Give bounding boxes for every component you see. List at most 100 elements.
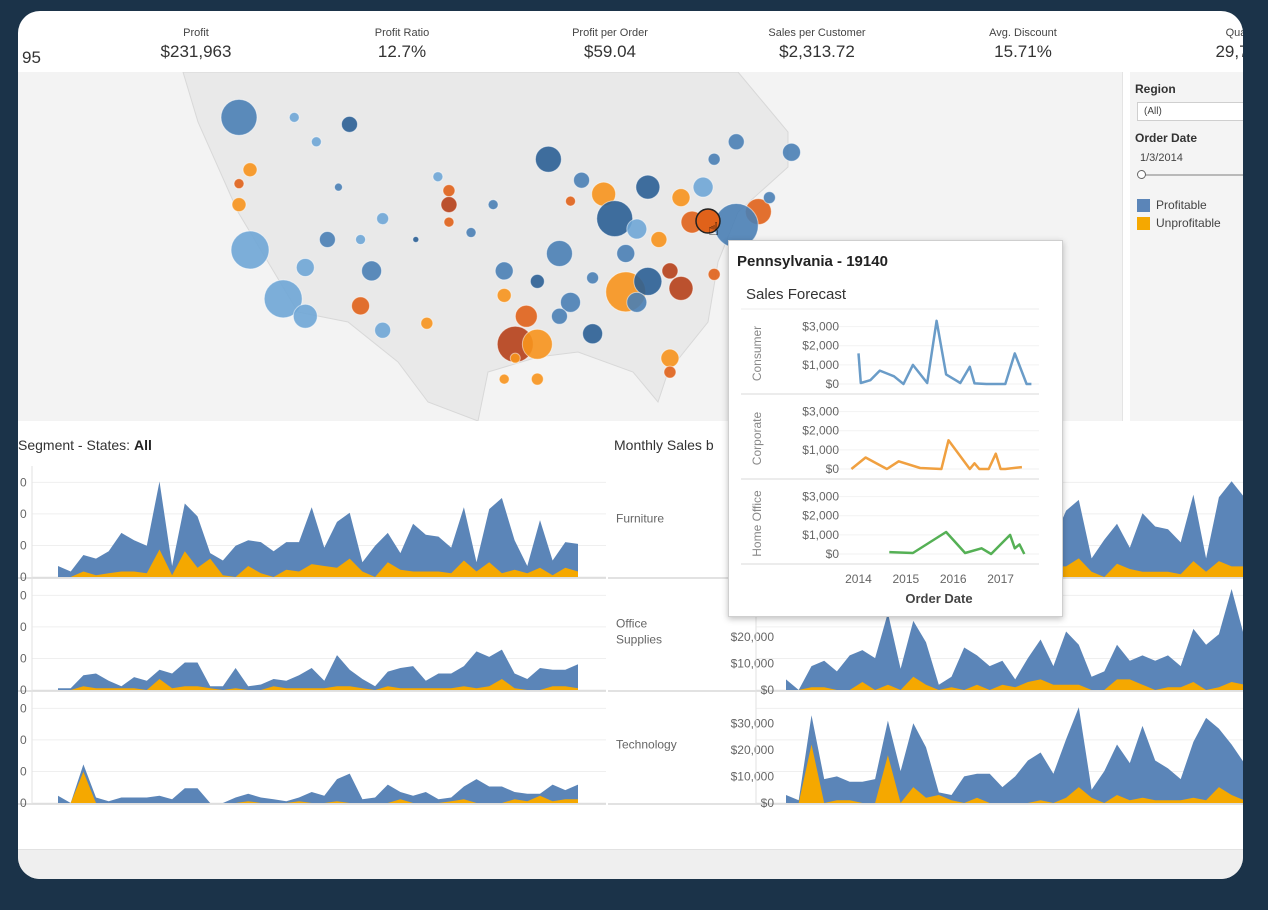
unprofitable-area-furniture[interactable]: [786, 553, 1243, 577]
slider-thumb[interactable]: [1137, 170, 1146, 179]
category-label: Technology: [616, 738, 677, 752]
y-tick-label: 0: [20, 683, 27, 697]
map-bubble[interactable]: [509, 352, 521, 364]
map-bubble[interactable]: [660, 348, 680, 368]
unprofitable-area-office-supplies[interactable]: [786, 676, 1243, 690]
kpi-profit[interactable]: Profit $231,963: [96, 27, 296, 62]
segment-chart-title: Segment - States: All: [18, 437, 152, 453]
y-tick-label: $0: [826, 462, 840, 476]
map-bubble[interactable]: [432, 171, 444, 183]
map-bubble[interactable]: [465, 227, 477, 239]
y-tick-label: $2,000: [802, 509, 839, 523]
map-bubble[interactable]: [376, 212, 390, 226]
map-bubble[interactable]: [596, 200, 634, 238]
map-bubble[interactable]: [663, 365, 677, 379]
kpi-value: 15.71%: [994, 42, 1052, 61]
profitable-area-furniture[interactable]: [58, 481, 578, 578]
unprofitable-area-office-supplies[interactable]: [58, 679, 578, 690]
map-bubble[interactable]: [318, 231, 336, 249]
y-tick-label: $30,000: [731, 716, 775, 730]
map-bubble[interactable]: [288, 111, 300, 123]
map-bubble[interactable]: [220, 98, 258, 136]
map-bubble[interactable]: [514, 304, 538, 328]
legend-swatch-profitable: [1137, 198, 1150, 212]
map-bubble[interactable]: [582, 323, 604, 345]
map-bubble[interactable]: [420, 316, 434, 330]
map-bubble[interactable]: [635, 174, 661, 200]
map-bubble[interactable]: [355, 234, 367, 246]
x-axis-title: Order Date: [905, 591, 972, 606]
map-bubble[interactable]: [668, 275, 694, 301]
kpi-quantity[interactable]: Quanti 29,79: [1168, 27, 1243, 62]
map-bubble[interactable]: [530, 372, 544, 386]
map-bubble[interactable]: [707, 267, 721, 281]
map-bubble[interactable]: [412, 236, 420, 244]
map-bubble[interactable]: [671, 188, 691, 208]
map-bubble[interactable]: [545, 239, 573, 267]
map-bubble[interactable]: [782, 142, 801, 162]
map-bubble[interactable]: [231, 197, 247, 213]
map-bubble[interactable]: [442, 184, 456, 198]
map-bubble[interactable]: [440, 196, 458, 214]
unprofitable-area-furniture[interactable]: [58, 549, 578, 578]
map-bubble[interactable]: [496, 287, 512, 303]
category-label: Office: [616, 617, 647, 631]
profitable-area-technology[interactable]: [58, 764, 578, 803]
legend-item-profitable[interactable]: Profitable: [1137, 198, 1243, 212]
map-bubble[interactable]: [341, 115, 358, 133]
map-bubble[interactable]: [550, 307, 568, 325]
slider-track[interactable]: [1141, 174, 1243, 176]
kpi-profit-per-order[interactable]: Profit per Order $59.04: [510, 27, 710, 62]
region-select[interactable]: (All): [1137, 102, 1243, 121]
profitable-area-office-supplies[interactable]: [58, 649, 578, 690]
map-bubble[interactable]: [529, 273, 545, 289]
profitable-area-office-supplies[interactable]: [786, 589, 1243, 690]
map-bubble[interactable]: [560, 291, 581, 313]
map-bubble[interactable]: [633, 266, 663, 296]
map-bubble[interactable]: [292, 303, 318, 329]
map-bubble[interactable]: [707, 152, 721, 166]
map-bubble[interactable]: [573, 171, 591, 189]
map-bubble[interactable]: [443, 216, 455, 228]
profitable-area-technology[interactable]: [786, 707, 1243, 803]
map-bubble[interactable]: [498, 373, 510, 385]
kpi-avg-discount[interactable]: Avg. Discount 15.71%: [923, 27, 1123, 62]
map-bubble[interactable]: [263, 279, 303, 319]
kpi-sales-per-customer[interactable]: Sales per Customer $2,313.72: [717, 27, 917, 62]
segment-label: Corporate: [750, 412, 764, 466]
map-bubble[interactable]: [692, 176, 714, 198]
y-tick-label: $0: [761, 796, 775, 810]
map-bubble[interactable]: [586, 271, 600, 285]
map-bubble[interactable]: [727, 133, 745, 151]
map-bubble[interactable]: [494, 261, 514, 281]
map-bubble[interactable]: [534, 145, 562, 173]
map-bubble[interactable]: [230, 230, 270, 270]
map-bubble[interactable]: [374, 321, 392, 339]
map-bubble[interactable]: [626, 218, 648, 240]
map-bubble[interactable]: [661, 262, 679, 280]
map-bubble[interactable]: [626, 291, 648, 313]
map-bubble[interactable]: [521, 328, 553, 360]
map-bubble[interactable]: [762, 191, 776, 205]
map-bubble[interactable]: [242, 162, 258, 178]
segment-area-chart[interactable]: 0000000000002014201520162017: [18, 466, 606, 826]
map-bubble[interactable]: [333, 182, 343, 192]
map-bubble[interactable]: [487, 199, 499, 211]
legend-item-unprofitable[interactable]: Unprofitable: [1137, 216, 1243, 230]
profitable-area-furniture[interactable]: [786, 481, 1243, 577]
y-tick-label: 0: [20, 733, 27, 747]
map-bubble[interactable]: [565, 195, 576, 207]
order-date-slider[interactable]: [1137, 170, 1243, 180]
map-bubble[interactable]: [616, 243, 636, 263]
map-bubble[interactable]: [351, 296, 371, 316]
map-bubble[interactable]: [361, 260, 383, 282]
selected-map-bubble[interactable]: [695, 208, 721, 234]
map-bubble[interactable]: [233, 178, 245, 190]
y-tick-label: 0: [20, 570, 27, 584]
kpi-profit-ratio[interactable]: Profit Ratio 12.7%: [302, 27, 502, 62]
segment-chart-canvas[interactable]: 0000000000002014201520162017: [18, 466, 606, 826]
map-bubble[interactable]: [295, 257, 315, 277]
map-bubble[interactable]: [310, 136, 322, 148]
kpi-partial-left-value: 95: [22, 48, 41, 67]
map-bubble[interactable]: [650, 231, 668, 249]
